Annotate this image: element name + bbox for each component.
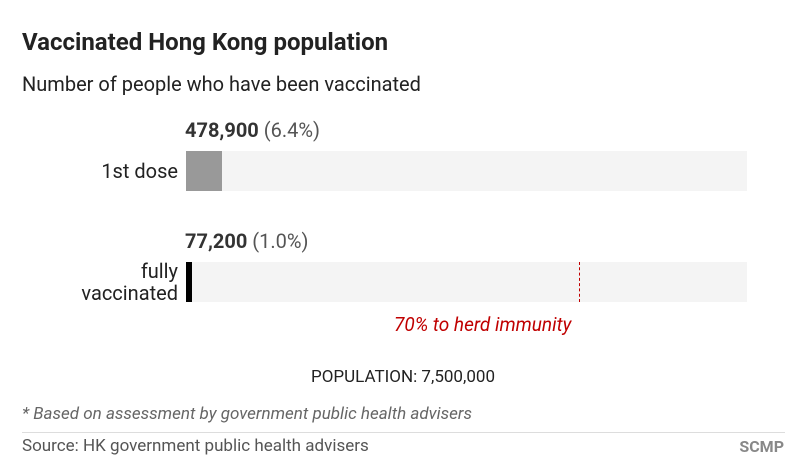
value-label: 77,200 (1.0%) (185, 229, 308, 253)
herd-label: 70% to herd immunity (394, 313, 572, 336)
chart-title: Vaccinated Hong Kong population (22, 28, 389, 56)
bar-track (186, 151, 747, 191)
share-label: (6.4%) (263, 118, 320, 142)
share-label: (1.0%) (252, 229, 309, 253)
bar-track (186, 262, 747, 302)
herd-line (578, 262, 580, 302)
bar (186, 262, 192, 302)
source: Source: HK government public health advi… (22, 436, 369, 456)
value-label: 478,900 (6.4%) (185, 118, 320, 142)
value-number: 77,200 (185, 229, 248, 253)
bar (186, 151, 222, 191)
category-label: fully vaccinated (81, 259, 178, 305)
chart-subtitle: Number of people who have been vaccinate… (22, 72, 421, 96)
value-number: 478,900 (185, 118, 259, 142)
population-label: POPULATION: 7,500,000 (311, 367, 495, 387)
category-label: 1st dose (101, 159, 178, 183)
footnote: * Based on assessment by government publ… (22, 404, 472, 424)
separator (22, 432, 785, 433)
credit: SCMP (739, 437, 784, 456)
